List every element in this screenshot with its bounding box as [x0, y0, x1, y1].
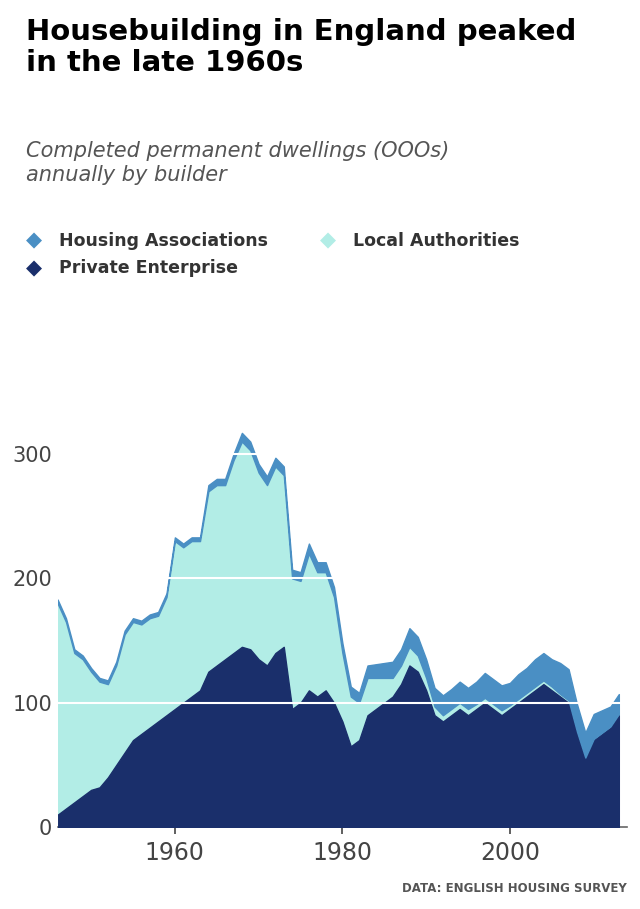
Text: ◆: ◆	[26, 258, 42, 278]
Text: DATA: ENGLISH HOUSING SURVEY: DATA: ENGLISH HOUSING SURVEY	[403, 883, 627, 895]
Text: Housebuilding in England peaked
in the late 1960s: Housebuilding in England peaked in the l…	[26, 18, 576, 77]
Text: Housing Associations: Housing Associations	[59, 232, 268, 250]
Text: Completed permanent dwellings (OOOs)
annually by builder: Completed permanent dwellings (OOOs) ann…	[26, 141, 449, 185]
Text: Private Enterprise: Private Enterprise	[59, 259, 238, 277]
Text: Local Authorities: Local Authorities	[353, 232, 520, 250]
Text: ◆: ◆	[26, 231, 42, 251]
Text: ◆: ◆	[320, 231, 336, 251]
